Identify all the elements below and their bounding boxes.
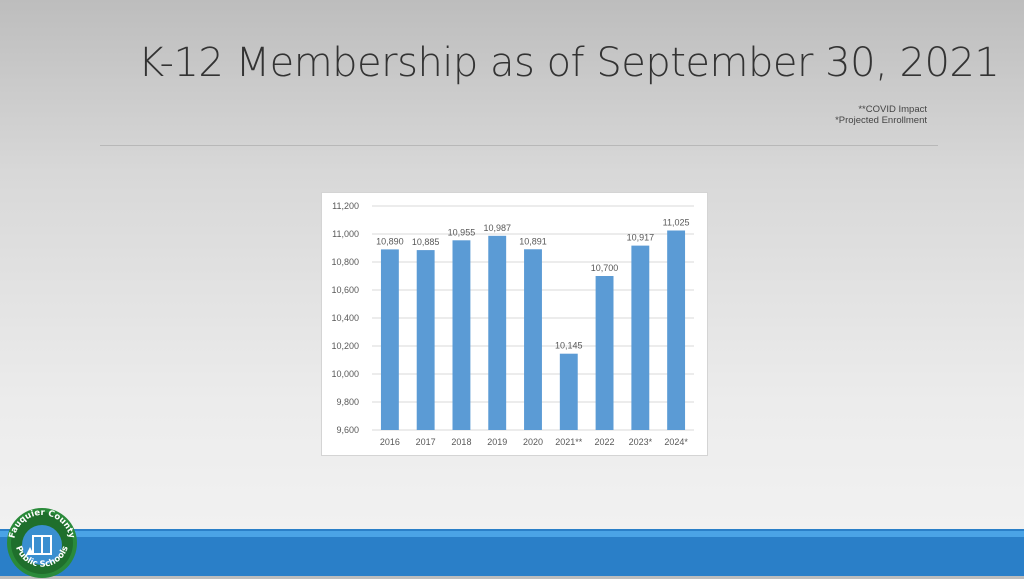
x-tick-label: 2022	[595, 437, 615, 447]
y-tick-label: 10,200	[331, 341, 359, 351]
y-tick-label: 10,600	[331, 285, 359, 295]
membership-chart: 9,600 9,800 10,000 10,200 10,400 10,600 10,800…	[321, 192, 708, 456]
y-tick-label: 11,200	[332, 201, 359, 211]
y-tick-label: 10,000	[331, 369, 359, 379]
bar-2020	[524, 249, 542, 430]
y-tick-label: 10,800	[331, 257, 359, 267]
x-tick-label: 2023*	[629, 437, 653, 447]
school-logo: Fauquier County Public Schools	[7, 508, 77, 578]
data-label: 11,025	[663, 218, 690, 228]
data-label: 10,917	[627, 233, 655, 243]
page-title: K-12 Membership as of September 30, 2021	[138, 40, 1000, 86]
title-divider	[100, 145, 938, 146]
footnotes: **COVID Impact *Projected Enrollment	[835, 104, 927, 126]
data-label: 10,987	[483, 223, 511, 233]
x-tick-label: 2019	[487, 437, 507, 447]
data-label: 10,955	[448, 227, 476, 237]
footer-accent-line	[0, 531, 1024, 537]
x-tick-label: 2021**	[555, 437, 583, 447]
bar-2023	[631, 245, 650, 430]
x-tick-label: 2016	[380, 437, 400, 447]
x-tick-label: 2018	[451, 437, 471, 447]
x-tick-label: 2024*	[664, 437, 688, 447]
y-tick-label: 9,800	[336, 397, 359, 407]
data-label: 10,145	[555, 341, 583, 351]
data-label: 10,890	[376, 236, 404, 246]
y-tick-label: 10,400	[331, 313, 359, 323]
data-label: 10,885	[412, 237, 440, 247]
x-tick-label: 2017	[416, 437, 436, 447]
bar-2016	[380, 249, 399, 430]
bar-2022	[595, 276, 614, 430]
bar-2019	[488, 235, 507, 430]
y-tick-label: 11,000	[332, 229, 359, 239]
data-label: 10,700	[591, 263, 619, 273]
y-tick-label: 9,600	[336, 425, 359, 435]
bar-2021	[559, 353, 578, 430]
bar-2018	[452, 240, 471, 430]
x-tick-label: 2020	[523, 437, 543, 447]
data-label: 10,891	[519, 236, 547, 246]
bar-chart-svg: 9,600 9,800 10,000 10,200 10,400 10,600 10,800…	[331, 201, 694, 447]
projected-enrollment-note: *Projected Enrollment	[835, 115, 927, 126]
bar-2017	[416, 250, 435, 430]
covid-impact-note: **COVID Impact	[858, 104, 927, 115]
bar-2024	[667, 230, 686, 430]
